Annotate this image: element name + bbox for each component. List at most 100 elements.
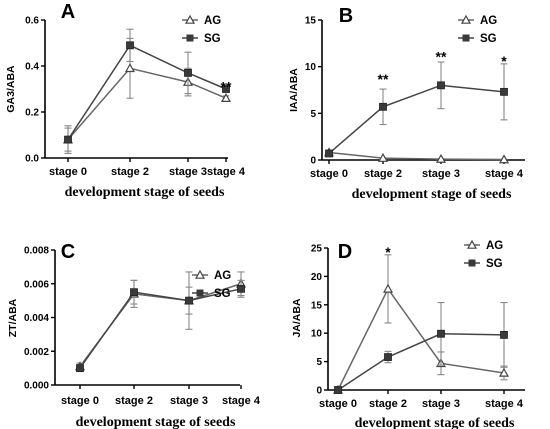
- panel-b: 0 5 10 15 stage 0 stage 2 stage 3 stage 4 IAA/AB…: [288, 5, 525, 202]
- y-axis-label: IAA/ABA: [288, 68, 300, 112]
- x-tick-label: stage 2: [115, 395, 153, 407]
- series-line: [337, 333, 505, 391]
- panel-letter: D: [338, 241, 352, 263]
- x-tick-label: stage 0: [310, 168, 348, 180]
- data-point: [384, 353, 392, 361]
- x-axis-label: development stage of seeds: [65, 185, 225, 200]
- panel-c: 0.000 0.002 0.004 0.006 0.008 stage 0 stage 2 s…: [7, 241, 261, 429]
- series-sg: [334, 301, 508, 394]
- legend-marker: [466, 239, 478, 249]
- series-sg: [325, 61, 508, 158]
- legend-marker: [196, 289, 204, 297]
- legend-label: AG: [480, 15, 497, 27]
- legend-entry-ag: AG: [458, 14, 497, 27]
- y-tick-label: 0.002: [24, 347, 49, 358]
- y-tick-label: 0.006: [24, 279, 49, 290]
- data-point: [126, 41, 134, 50]
- data-point: [379, 102, 387, 111]
- y-axis-label: JA/ABA: [291, 298, 303, 338]
- y-axis-label: ZT/ABA: [7, 298, 19, 337]
- series-sg: [76, 279, 245, 373]
- x-tick-label: stage 4: [485, 168, 524, 180]
- series-line: [328, 151, 505, 161]
- x-tick-label: stage 0: [319, 398, 357, 410]
- y-tick-label: 0.2: [25, 108, 39, 119]
- legend-label: AG: [204, 15, 221, 27]
- data-point: [184, 69, 192, 77]
- series-line: [79, 288, 242, 369]
- data-point: [382, 283, 394, 293]
- data-point: [185, 296, 193, 305]
- series-ag: [74, 271, 247, 371]
- data-point: [435, 153, 447, 163]
- legend-label: SG: [486, 258, 503, 270]
- significance-marker: *: [501, 53, 507, 69]
- legend-entry-ag: AG: [464, 239, 503, 252]
- series-line: [67, 67, 227, 141]
- y-tick-label: 0.4: [25, 62, 39, 73]
- data-point: [437, 329, 445, 338]
- y-tick-label: 10: [305, 62, 317, 73]
- legend-entry-ag: AG: [182, 14, 221, 27]
- legend-entry-sg: SG: [458, 33, 497, 45]
- y-tick-label: 5: [310, 109, 316, 120]
- significance-marker: **: [221, 79, 232, 95]
- data-point: [222, 85, 230, 93]
- legend-marker: [460, 14, 472, 24]
- data-point: [500, 331, 508, 339]
- y-tick-label: 0.000: [24, 381, 49, 392]
- x-axis-label: development stage of seeds: [352, 187, 512, 202]
- data-point: [334, 386, 342, 394]
- legend-label: SG: [480, 33, 497, 45]
- panel-letter: B: [339, 5, 353, 27]
- legend-entry-sg: SG: [464, 258, 503, 270]
- y-tick-label: 25: [311, 244, 323, 255]
- legend-marker: [462, 34, 470, 42]
- x-tick-label: stage 2: [111, 166, 149, 178]
- legend-label: SG: [204, 33, 221, 45]
- legend-entry-ag: AG: [192, 269, 231, 282]
- x-tick-label: stage 3: [422, 168, 460, 180]
- y-tick-label: 0.0: [25, 154, 39, 165]
- x-tick-label: stage 3: [169, 166, 207, 178]
- series-sg: [64, 28, 230, 154]
- data-point: [498, 367, 510, 377]
- data-point: [325, 149, 333, 158]
- legend-label: AG: [214, 270, 231, 282]
- data-point: [64, 135, 72, 144]
- panel-d: 0 5 10 15 20 25 stage 0 stage 2 stage 3 stage 4 JA…: [291, 239, 525, 429]
- y-tick-label: 0: [310, 156, 316, 167]
- y-tick-label: 15: [311, 300, 323, 311]
- x-tick-label: stage 0: [61, 395, 99, 407]
- y-tick-label: 0.6: [25, 16, 39, 27]
- legend-marker: [468, 259, 476, 267]
- x-axis-label: development stage of seeds: [76, 415, 236, 429]
- significance-marker: *: [385, 244, 391, 260]
- data-point: [437, 81, 445, 90]
- data-point: [76, 364, 84, 373]
- panel-letter: A: [61, 1, 75, 23]
- data-point: [237, 284, 245, 293]
- data-point: [498, 154, 510, 164]
- significance-marker: **: [378, 71, 389, 87]
- y-tick-label: 15: [305, 16, 317, 27]
- legend-marker: [186, 34, 194, 42]
- panel-letter: C: [61, 241, 75, 263]
- x-tick-label: stage 3: [422, 398, 460, 410]
- x-tick-label: stage 0: [49, 166, 87, 178]
- y-tick-label: 0.008: [24, 246, 49, 257]
- y-tick-label: 0: [316, 386, 322, 397]
- x-tick-label: stage 4: [485, 398, 524, 410]
- series-line: [328, 84, 505, 155]
- panel-a: 0.0 0.2 0.4 0.6 stage 0 stage 2 stage 3 stage 4…: [5, 1, 246, 200]
- y-tick-label: 10: [311, 329, 323, 340]
- series-ag: [62, 37, 232, 152]
- legend-marker: [184, 14, 196, 24]
- data-point: [500, 87, 508, 96]
- y-tick-label: 20: [311, 272, 323, 283]
- legend-entry-sg: SG: [192, 288, 231, 300]
- legend-marker: [194, 269, 206, 279]
- legend-label: SG: [214, 288, 231, 300]
- significance-marker: **: [436, 48, 447, 64]
- x-tick-label: stage 4: [207, 166, 246, 178]
